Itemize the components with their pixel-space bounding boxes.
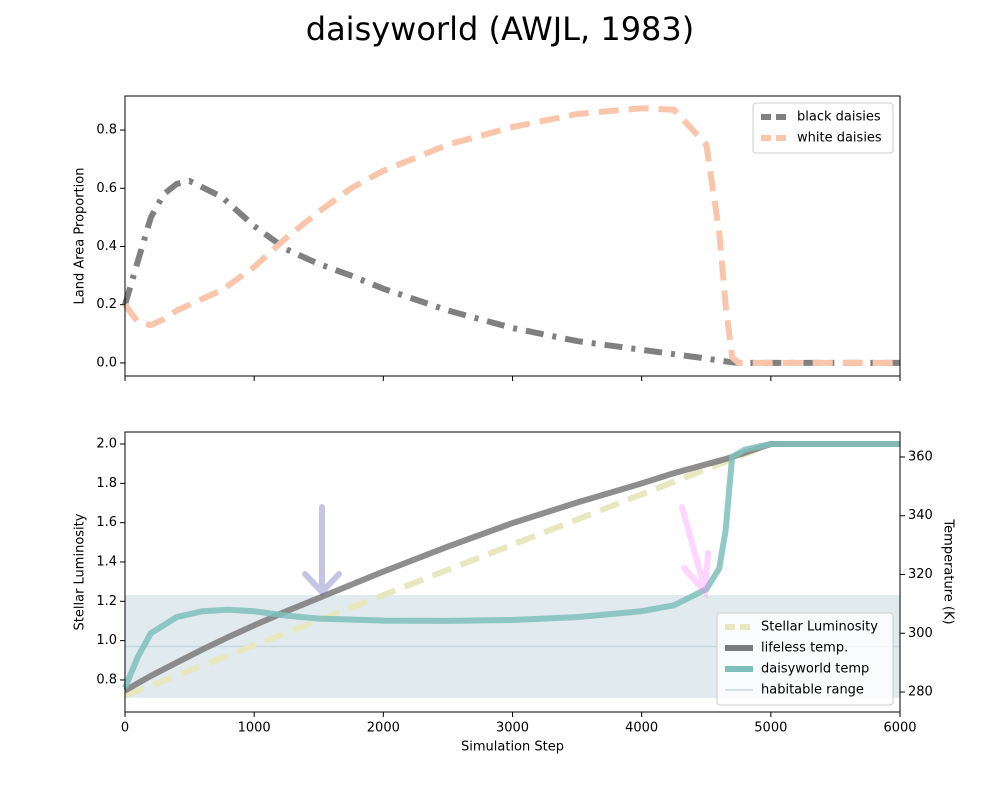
y-tick-label: 0.4 (96, 239, 117, 254)
legend-label: daisyworld temp (761, 662, 869, 677)
x-axis-label: Simulation Step (461, 740, 564, 755)
legend-label: habitable range (761, 683, 864, 698)
series-line (122, 177, 900, 366)
x-tick-label: 2000 (367, 721, 400, 736)
y-axis-label: Stellar Luminosity (73, 513, 88, 630)
series-line (122, 441, 900, 690)
y-tick-label: 0.0 (96, 355, 117, 370)
y-tick-label: 1.2 (96, 594, 117, 609)
annotations (302, 504, 711, 600)
x-tick-label: 3000 (496, 721, 529, 736)
y-tick-label: 0.8 (96, 123, 117, 138)
y-tick-label: 0.6 (96, 181, 117, 196)
y-tick-label: 1.6 (96, 515, 117, 530)
x-tick-label: 0 (121, 721, 129, 736)
x-tick-label: 6000 (883, 721, 916, 736)
series-line (122, 105, 900, 366)
y-tick-label: 0.2 (96, 297, 117, 312)
legend-label: black daisies (797, 110, 881, 125)
plot-frame (124, 431, 901, 713)
y-tick-label: 0.8 (96, 672, 117, 687)
chart-title: daisyworld (AWJL, 1983) (306, 10, 695, 48)
y2-axis-label: Temperature (K) (941, 518, 956, 624)
legend-label: Stellar Luminosity (761, 620, 878, 635)
y2-tick-label: 360 (908, 449, 933, 464)
y2-tick-label: 320 (908, 567, 933, 582)
y-tick-label: 2.0 (96, 436, 117, 451)
legend-label: lifeless temp. (761, 641, 848, 656)
series-line (123, 441, 900, 694)
legend: black daisies white daisies (752, 102, 894, 154)
legend-box (716, 612, 894, 706)
y-axis-label: Land Area Proportion (73, 168, 88, 305)
x-tick-label: 1000 (238, 721, 271, 736)
x-tick-label: 5000 (754, 721, 787, 736)
plot-frame (124, 95, 901, 377)
y2-tick-label: 300 (908, 626, 933, 641)
y-tick-label: 1.8 (96, 476, 117, 491)
y-tick-label: 1.4 (96, 554, 117, 569)
y2-tick-label: 340 (908, 508, 933, 523)
y-tick-label: 1.0 (96, 633, 117, 648)
legend: Stellar Luminosity lifeless temp. daisywor… (716, 612, 894, 706)
y2-tick-label: 280 (908, 685, 933, 700)
x-tick-label: 4000 (625, 721, 658, 736)
legend-box (752, 102, 894, 154)
legend-label: white daisies (797, 131, 882, 146)
